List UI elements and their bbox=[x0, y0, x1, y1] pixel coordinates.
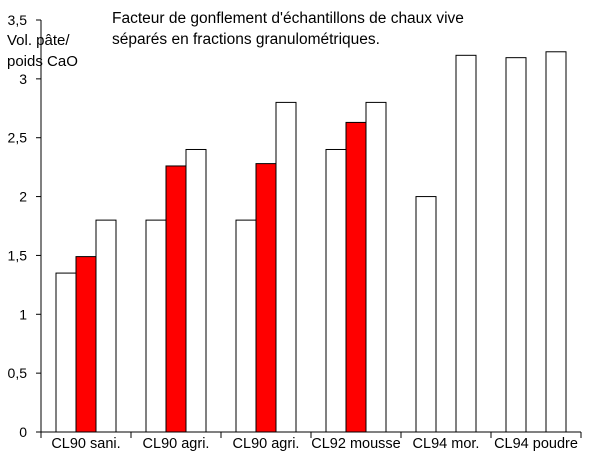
y-tick-label: 1 bbox=[19, 306, 27, 322]
bar bbox=[185, 148, 207, 433]
bar bbox=[255, 163, 277, 433]
bar bbox=[325, 148, 347, 433]
bar bbox=[365, 101, 387, 433]
y-tick-label: 3 bbox=[19, 71, 27, 87]
y-axis-label-line-2: poids CaO bbox=[7, 53, 78, 70]
bar bbox=[95, 219, 117, 433]
x-category-label: CL94 mor. bbox=[413, 436, 480, 452]
chart-title-line-1: Facteur de gonflement d'échantillons de … bbox=[112, 10, 464, 27]
bar bbox=[75, 256, 97, 433]
x-category-label: CL90 agri. bbox=[143, 436, 210, 452]
bar bbox=[505, 57, 527, 433]
bar bbox=[55, 272, 77, 433]
plot-area: 0 0,5 1 1,5 2 2,5 3 3,5 CL90 sani. CL90 agri. CL90… bbox=[8, 12, 582, 452]
y-tick-label: 0 bbox=[19, 424, 27, 440]
bar bbox=[165, 165, 187, 433]
y-tick-label: 0,5 bbox=[8, 365, 28, 381]
bar bbox=[275, 101, 297, 433]
x-category-label: CL90 sani. bbox=[51, 436, 120, 452]
bar bbox=[545, 51, 567, 433]
bar bbox=[235, 219, 257, 433]
y-tick-label: 3,5 bbox=[8, 12, 28, 28]
y-tick-label: 2 bbox=[19, 189, 27, 205]
y-tick-label: 1,5 bbox=[8, 247, 28, 263]
bar bbox=[455, 54, 477, 433]
x-category-label: CL94 poudre bbox=[494, 436, 578, 452]
x-category-label: CL90 agri. bbox=[233, 436, 300, 452]
y-axis-label-line-1: Vol. pâte/ bbox=[7, 32, 70, 49]
bar bbox=[145, 219, 167, 433]
bar bbox=[415, 196, 437, 433]
bar bbox=[345, 121, 367, 433]
chart-title-line-2: séparés en fractions granulométriques. bbox=[112, 31, 380, 48]
y-tick-label: 2,5 bbox=[8, 130, 28, 146]
x-category-label: CL92 mousse bbox=[311, 436, 400, 452]
